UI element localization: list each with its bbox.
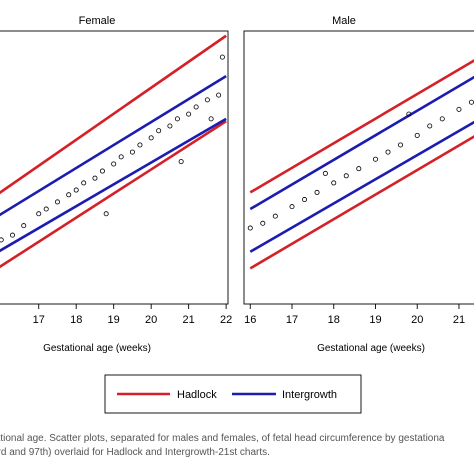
data-point	[111, 161, 117, 167]
data-point	[406, 111, 412, 117]
data-point	[398, 142, 404, 148]
data-point	[302, 197, 308, 203]
data-point	[289, 204, 295, 210]
male-title: Male	[332, 15, 356, 27]
female-x-axis: 17 18 19 20 21 22	[33, 304, 232, 326]
hadlock-upper-line	[249, 59, 474, 194]
data-point	[178, 159, 184, 165]
data-point	[73, 187, 79, 193]
hadlock-upper-line	[0, 34, 227, 195]
data-point	[247, 225, 253, 231]
x-tick-label: 17	[33, 314, 45, 326]
female-reference-lines	[0, 34, 227, 269]
male-data-points	[247, 99, 474, 231]
data-point	[9, 232, 15, 238]
male-reference-lines	[249, 59, 474, 270]
intergrowth-lower-line	[249, 120, 474, 253]
legend-hadlock-label: Hadlock	[177, 389, 217, 401]
data-point	[372, 156, 378, 162]
data-point	[99, 168, 105, 174]
data-point	[427, 123, 433, 129]
male-plot-frame	[243, 30, 474, 305]
data-point	[118, 154, 124, 160]
data-point	[331, 180, 337, 186]
data-point	[103, 211, 109, 217]
data-point	[322, 170, 328, 176]
data-point	[208, 116, 214, 122]
figure-caption: tational age. Scatter plots, separated f…	[0, 432, 474, 460]
data-point	[0, 237, 4, 243]
data-point	[356, 166, 362, 172]
male-x-axis-label: Gestational age (weeks)	[317, 343, 425, 354]
data-point	[156, 128, 162, 134]
intergrowth-upper-line	[249, 75, 474, 211]
female-panel: Female 17 18 19 20 21 22 Gestational age (wee…	[0, 15, 232, 354]
x-tick-label: 16	[244, 314, 256, 326]
x-tick-label: 21	[183, 314, 195, 326]
data-point	[219, 54, 225, 60]
data-point	[260, 220, 266, 226]
caption-line-2: 3rd and 97th) overlaid for Hadlock and I…	[0, 447, 270, 458]
data-point	[54, 199, 60, 205]
data-point	[456, 106, 462, 112]
male-panel: Male 16 17 18 19 20 21 Gestational age (weeks…	[243, 15, 474, 354]
intergrowth-lower-line	[0, 117, 227, 253]
data-point	[167, 123, 173, 129]
x-tick-label: 20	[411, 314, 423, 326]
data-point	[272, 213, 278, 219]
hadlock-lower-line	[0, 120, 227, 269]
data-point	[193, 104, 199, 110]
x-tick-label: 18	[70, 314, 82, 326]
data-point	[148, 135, 154, 141]
hadlock-lower-line	[249, 135, 474, 270]
data-point	[385, 149, 391, 155]
data-point	[137, 142, 143, 148]
legend-intergrowth-label: Intergrowth	[282, 389, 337, 401]
x-tick-label: 20	[145, 314, 157, 326]
caption-line-1: tational age. Scatter plots, separated f…	[0, 433, 445, 444]
female-title: Female	[79, 15, 116, 27]
data-point	[468, 99, 474, 105]
data-point	[439, 116, 445, 122]
data-point	[43, 206, 49, 212]
data-point	[66, 192, 72, 198]
legend: Hadlock Intergrowth	[104, 374, 362, 414]
data-point	[81, 180, 87, 186]
x-tick-label: 22	[220, 314, 232, 326]
female-plot-frame	[0, 30, 229, 305]
data-point	[414, 132, 420, 138]
x-tick-label: 19	[369, 314, 381, 326]
data-point	[314, 189, 320, 195]
data-point	[174, 116, 180, 122]
x-tick-label: 17	[286, 314, 298, 326]
data-point	[21, 223, 27, 229]
female-data-points	[0, 54, 225, 243]
data-point	[92, 175, 98, 181]
intergrowth-upper-line	[0, 74, 227, 217]
x-tick-label: 21	[453, 314, 465, 326]
data-point	[204, 97, 210, 103]
x-tick-label: 18	[328, 314, 340, 326]
x-tick-label: 19	[108, 314, 120, 326]
data-point	[36, 211, 42, 217]
female-x-axis-label: Gestational age (weeks)	[43, 343, 151, 354]
male-x-axis: 16 17 18 19 20 21	[244, 304, 465, 326]
data-point	[343, 173, 349, 179]
data-point	[186, 111, 192, 117]
data-point	[129, 149, 135, 155]
data-point	[216, 92, 222, 98]
